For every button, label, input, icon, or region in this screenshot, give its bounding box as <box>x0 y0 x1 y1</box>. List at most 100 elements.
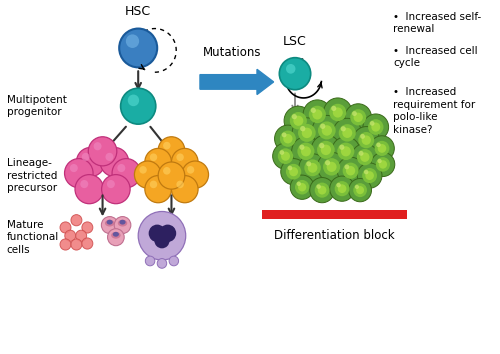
Circle shape <box>330 176 354 201</box>
Circle shape <box>333 118 362 147</box>
Circle shape <box>102 175 130 204</box>
Circle shape <box>288 166 292 170</box>
Circle shape <box>310 177 334 203</box>
Circle shape <box>295 180 310 194</box>
Circle shape <box>354 183 367 197</box>
Circle shape <box>134 161 161 188</box>
Circle shape <box>378 159 382 163</box>
Circle shape <box>114 217 131 234</box>
Circle shape <box>360 152 370 162</box>
Circle shape <box>357 149 373 165</box>
Circle shape <box>94 142 102 150</box>
Circle shape <box>324 98 352 127</box>
Circle shape <box>158 137 185 164</box>
Circle shape <box>338 157 364 184</box>
Circle shape <box>316 184 321 189</box>
Text: Mutations: Mutations <box>203 46 262 59</box>
Circle shape <box>82 153 90 161</box>
Circle shape <box>300 126 306 131</box>
Circle shape <box>346 166 356 176</box>
Circle shape <box>82 222 93 233</box>
Circle shape <box>284 106 312 135</box>
Circle shape <box>312 115 342 145</box>
Circle shape <box>342 162 358 179</box>
Circle shape <box>106 153 114 161</box>
Circle shape <box>172 148 198 176</box>
Circle shape <box>280 150 284 155</box>
Circle shape <box>102 217 118 234</box>
Circle shape <box>354 113 363 122</box>
Circle shape <box>182 161 208 188</box>
Circle shape <box>319 143 324 148</box>
Circle shape <box>294 116 304 126</box>
Circle shape <box>281 152 290 161</box>
Circle shape <box>333 107 343 118</box>
Circle shape <box>76 147 105 177</box>
Ellipse shape <box>120 220 126 224</box>
Circle shape <box>348 178 372 202</box>
Circle shape <box>298 143 314 160</box>
Text: Lineage-
restricted
precursor: Lineage- restricted precursor <box>6 158 57 193</box>
Circle shape <box>119 29 157 67</box>
Circle shape <box>150 153 157 161</box>
Text: Mature
functional
cells: Mature functional cells <box>6 220 59 255</box>
Circle shape <box>376 157 390 172</box>
Circle shape <box>140 166 147 174</box>
Circle shape <box>298 183 306 192</box>
Circle shape <box>329 104 346 121</box>
Circle shape <box>371 152 395 177</box>
Circle shape <box>65 230 76 241</box>
Circle shape <box>64 159 93 188</box>
Circle shape <box>318 121 336 139</box>
Circle shape <box>138 211 186 260</box>
Text: •  Increased cell
cycle: • Increased cell cycle <box>394 46 478 68</box>
Text: Differentiation block: Differentiation block <box>274 229 394 242</box>
Circle shape <box>368 119 384 135</box>
Circle shape <box>169 256 178 266</box>
Circle shape <box>344 165 350 169</box>
Circle shape <box>286 164 302 179</box>
Circle shape <box>108 229 124 246</box>
Circle shape <box>338 124 356 142</box>
Ellipse shape <box>105 220 115 227</box>
Text: •  Increased
requirement for
polo-like
kinase?: • Increased requirement for polo-like ki… <box>394 87 475 135</box>
Circle shape <box>80 180 88 188</box>
Circle shape <box>280 131 296 147</box>
Circle shape <box>358 151 364 156</box>
Circle shape <box>298 124 316 142</box>
Circle shape <box>311 135 340 165</box>
Circle shape <box>370 136 394 161</box>
Circle shape <box>320 124 326 129</box>
Circle shape <box>340 145 344 150</box>
Circle shape <box>145 176 172 203</box>
Circle shape <box>71 239 82 250</box>
Circle shape <box>341 146 351 156</box>
Circle shape <box>309 106 326 123</box>
Circle shape <box>187 166 194 174</box>
Circle shape <box>280 58 310 90</box>
Circle shape <box>278 148 293 164</box>
Circle shape <box>145 148 172 176</box>
Circle shape <box>323 158 340 176</box>
Circle shape <box>325 160 330 165</box>
Circle shape <box>299 154 326 182</box>
Circle shape <box>320 144 331 155</box>
Circle shape <box>290 175 314 199</box>
Circle shape <box>292 118 322 148</box>
Circle shape <box>338 184 346 193</box>
Text: Multipotent
progenitor: Multipotent progenitor <box>6 95 66 118</box>
Circle shape <box>176 181 184 188</box>
Circle shape <box>274 125 301 152</box>
Circle shape <box>317 141 334 159</box>
Circle shape <box>379 160 387 169</box>
Circle shape <box>60 222 71 233</box>
Circle shape <box>120 88 156 124</box>
Text: LSC: LSC <box>283 35 307 48</box>
Circle shape <box>150 181 157 188</box>
Circle shape <box>286 64 296 74</box>
Circle shape <box>366 171 374 180</box>
Circle shape <box>308 163 318 173</box>
Circle shape <box>311 108 316 113</box>
Circle shape <box>176 153 184 161</box>
Circle shape <box>126 34 139 48</box>
